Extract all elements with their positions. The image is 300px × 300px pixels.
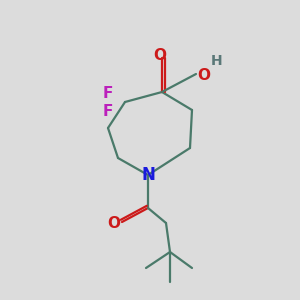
Text: O: O	[154, 47, 166, 62]
Text: F: F	[103, 85, 113, 100]
Text: O: O	[107, 215, 121, 230]
Text: F: F	[103, 103, 113, 118]
Text: O: O	[197, 68, 211, 82]
Text: H: H	[211, 54, 223, 68]
Text: N: N	[141, 166, 155, 184]
